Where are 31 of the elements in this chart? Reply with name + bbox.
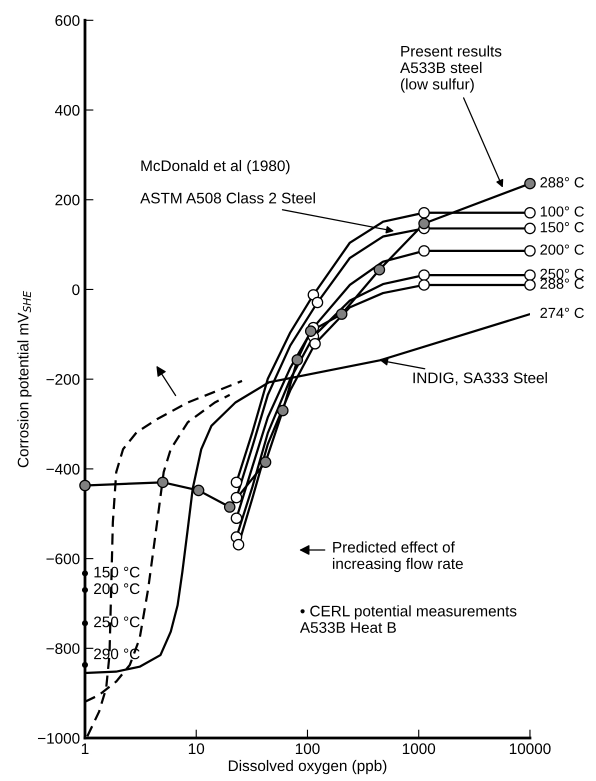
series-label: 274° C: [540, 308, 584, 318]
y-tick-label: 0: [72, 284, 80, 296]
annotation: • CERL potential measurements A533B Heat B: [300, 605, 516, 633]
x-tick-label: 10: [188, 743, 204, 754]
annotation: Predicted effect of increasing flow rate: [332, 541, 463, 572]
annotation: McDonald et al (1980): [141, 160, 290, 174]
x-axis-title: Dissolved oxygen (ppb): [228, 760, 386, 774]
series-label: 288° C: [540, 278, 584, 289]
y-tick-label: −800: [46, 643, 80, 654]
series-label: 200° C: [540, 244, 584, 255]
annotation: 250 °C: [94, 616, 140, 628]
y-tick-label: −1000: [38, 732, 80, 744]
y-tick-label: 400: [54, 104, 80, 116]
x-tick-label: 1: [82, 743, 88, 754]
annotation: 290 °C: [94, 648, 140, 660]
x-tick-label: 100: [296, 743, 320, 754]
y-tick-label: 200: [55, 194, 80, 206]
annotation: Present results A533B steel (low sulfur): [400, 45, 502, 93]
x-tick-label: 1000: [402, 743, 436, 754]
series-label: 150° C: [540, 222, 584, 232]
y-tick-label: −400: [46, 464, 80, 475]
series-label: 288° C: [540, 177, 584, 188]
x-tick-label: 10000: [510, 743, 551, 754]
y-tick-label: 600: [55, 15, 80, 26]
series-label: 100° C: [540, 206, 584, 217]
annotation: ASTM A508 Class 2 Steel: [140, 192, 315, 204]
series-label: 250° C: [540, 268, 584, 280]
annotation: INDIG, SA333 Steel: [413, 372, 547, 386]
y-axis-title: Corrosion potential mV$_{SHE}$: [17, 290, 32, 468]
y-tick-label: −600: [46, 553, 80, 564]
y-tick-label: −200: [46, 374, 80, 385]
